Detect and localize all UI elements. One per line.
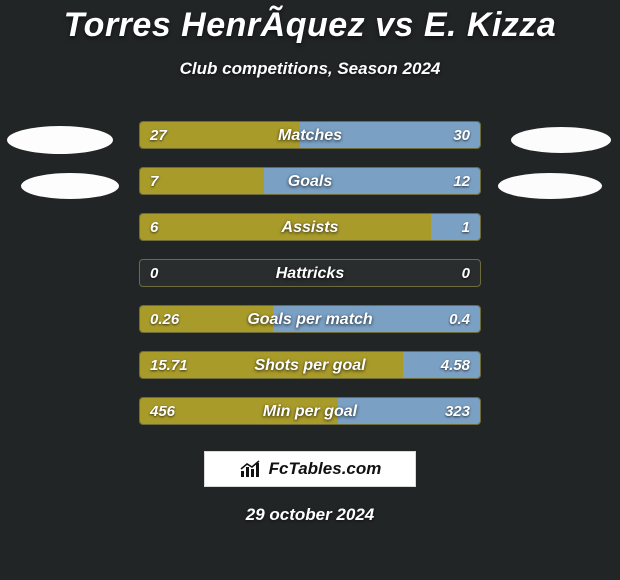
right-ellipse — [498, 173, 602, 199]
stat-value-right: 1 — [452, 214, 480, 241]
stat-value-right: 0.4 — [439, 306, 480, 333]
stat-bar: 0.260.4Goals per match — [139, 305, 481, 333]
stat-value-left: 0 — [140, 260, 168, 287]
stat-bar: 456323Min per goal — [139, 397, 481, 425]
stat-bar: 0 0Hattricks — [139, 259, 481, 287]
stat-row: 0.260.4Goals per match — [0, 305, 620, 333]
stat-value-left: 0.26 — [140, 306, 189, 333]
stat-value-right: 30 — [443, 122, 480, 149]
stat-value-left: 6 — [140, 214, 168, 241]
stat-value-left: 27 — [140, 122, 177, 149]
stat-row: 456323Min per goal — [0, 397, 620, 425]
chart-icon — [239, 459, 263, 479]
stat-value-left: 7 — [140, 168, 168, 195]
stat-value-left: 456 — [140, 398, 185, 425]
stat-row: 61Assists — [0, 213, 620, 241]
stat-bar: 15.714.58Shots per goal — [139, 351, 481, 379]
comparison-rows: 2730Matches712Goals61Assists00Hattricks0… — [0, 121, 620, 425]
stat-row: 0 0Hattricks — [0, 259, 620, 287]
footer-logo-text: FcTables.com — [269, 459, 382, 479]
stat-category: Hattricks — [140, 260, 480, 287]
stat-bar-left-fill — [140, 214, 433, 240]
stat-bar: 712Goals — [139, 167, 481, 195]
stat-bar: 2730Matches — [139, 121, 481, 149]
right-ellipse — [511, 127, 611, 153]
footer-date: 29 october 2024 — [0, 505, 620, 525]
left-ellipse — [21, 173, 119, 199]
stat-value-right: 323 — [435, 398, 480, 425]
left-ellipse — [7, 126, 113, 154]
stat-value-right: 0 — [452, 260, 480, 287]
stat-value-right: 4.58 — [431, 352, 480, 379]
stat-value-right: 12 — [443, 168, 480, 195]
page-subtitle: Club competitions, Season 2024 — [0, 59, 620, 79]
footer-logo: FcTables.com — [204, 451, 416, 487]
page-title: Torres HenrÃ­quez vs E. Kizza — [0, 6, 620, 45]
stat-row: 15.714.58Shots per goal — [0, 351, 620, 379]
stat-bar: 61Assists — [139, 213, 481, 241]
stat-value-left: 15.71 — [140, 352, 198, 379]
page: Torres HenrÃ­quez vs E. Kizza Club compe… — [0, 0, 620, 580]
